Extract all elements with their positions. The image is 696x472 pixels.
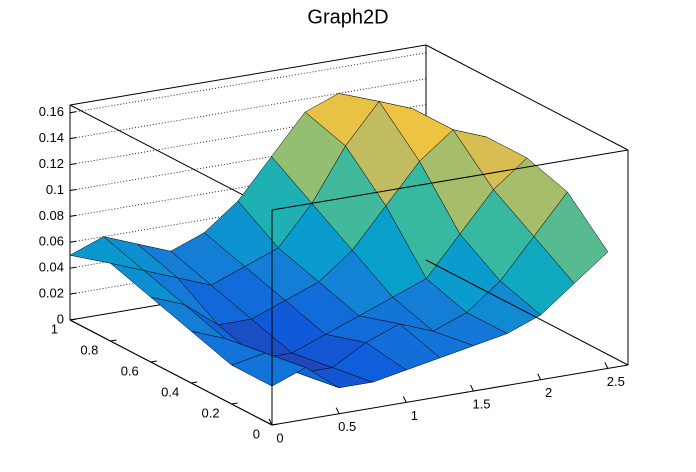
z-tick-label: 0.1	[46, 182, 64, 197]
box-edge	[69, 44, 427, 106]
tick-mark	[231, 402, 238, 405]
tick-mark	[470, 384, 474, 392]
z-tick-label: 0.04	[39, 260, 64, 275]
surface-cell	[230, 352, 307, 387]
y-tick-label: 0.6	[121, 363, 139, 378]
chart-title: Graph2D	[307, 6, 388, 28]
grid-line	[69, 52, 427, 114]
box-edge	[69, 104, 273, 211]
x-axis	[271, 364, 629, 426]
z-tick-label: 0.06	[39, 234, 64, 249]
z-tick-label: 0.16	[39, 104, 64, 119]
y-tick-label: 0.2	[202, 405, 220, 420]
tick-mark	[150, 360, 157, 363]
tick-mark	[604, 362, 609, 369]
x-tick-label: 1	[411, 408, 418, 423]
tick-mark	[268, 418, 273, 426]
z-tick-label: 0.08	[39, 208, 64, 223]
box-edge	[271, 149, 629, 211]
tick-mark	[69, 137, 77, 140]
x-tick-label: 0.5	[338, 419, 356, 434]
tick-mark	[69, 111, 77, 114]
tick-mark	[69, 266, 77, 269]
tick-mark	[402, 396, 407, 403]
x-tick-label: 2.5	[607, 374, 625, 389]
tick-mark	[271, 423, 279, 426]
tick-mark	[191, 381, 198, 384]
grid-line	[69, 78, 427, 140]
tick-mark	[335, 407, 340, 414]
z-tick-label: 0	[57, 311, 64, 326]
y-tick-label: 1	[51, 321, 58, 336]
x-tick-label: 2	[545, 385, 552, 400]
y-axis	[69, 319, 273, 426]
tick-mark	[69, 292, 77, 295]
tick-mark	[537, 373, 542, 380]
z-tick-label: 0.02	[39, 286, 64, 301]
tick-mark	[69, 214, 77, 217]
tick-mark	[69, 318, 77, 321]
tick-mark	[69, 188, 77, 191]
box-edge	[425, 259, 629, 366]
y-tick-label: 0.4	[161, 384, 179, 399]
box-edge	[425, 44, 629, 151]
z-tick-label: 0.14	[39, 130, 64, 145]
tick-mark	[69, 240, 77, 243]
tick-mark	[69, 163, 77, 166]
x-tick-label: 0	[276, 430, 283, 445]
x-tick-label: 1.5	[472, 396, 490, 411]
z-tick-label: 0.12	[39, 156, 64, 171]
tick-mark	[110, 339, 117, 342]
y-tick-label: 0	[253, 426, 260, 441]
y-tick-label: 0.8	[80, 342, 98, 357]
